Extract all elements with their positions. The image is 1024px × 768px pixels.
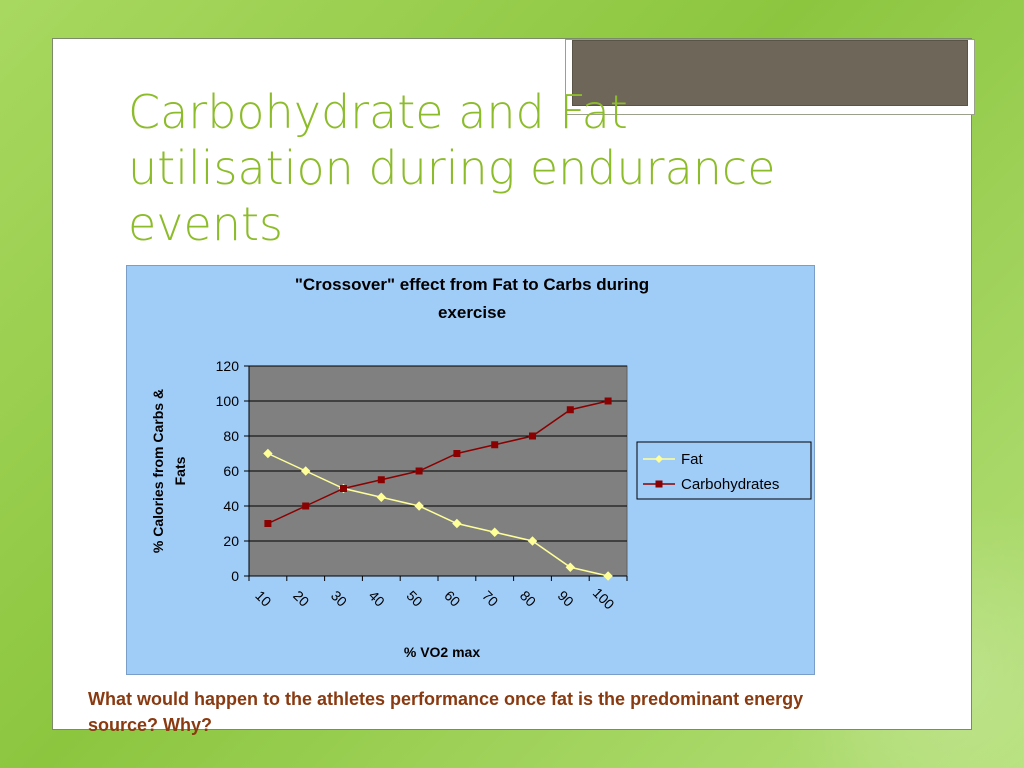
y-axis-label-line-2: Fats [172,456,188,485]
data-point-fat [263,448,273,459]
x-tick-label: 40 [366,587,388,609]
data-point-fat [603,571,613,581]
chart-container: "Crossover" effect from Fat to Carbs dur… [126,265,815,675]
data-point-fat [300,466,311,476]
legend-label-fat: Fat [681,451,704,468]
series-line-carbohydrates [267,400,609,525]
series-line-fat [267,452,609,577]
legend-marker-carbohydrates [655,480,663,488]
chart-title-line-1: "Crossover" effect from Fat to Carbs dur… [295,275,649,294]
data-point-carbohydrates [415,467,423,475]
data-point-carbohydrates [377,476,385,484]
slide-title: Carbohydrate and Fat utilisation during … [128,85,776,251]
data-point-fat [414,501,424,511]
legend-label-carbohydrates: Carbohydrates [681,476,779,493]
data-point-carbohydrates [302,502,310,510]
x-axis-label: % VO2 max [404,644,480,660]
data-point-carbohydrates [491,441,499,449]
data-point-carbohydrates [453,450,461,457]
x-tick-label: 50 [403,587,425,609]
chart-title-line-2: exercise [438,303,506,322]
x-tick-label: 100 [590,585,618,613]
x-tick-label: 90 [555,587,577,609]
x-tick-label: 70 [479,587,501,609]
y-tick-label: 40 [223,498,239,514]
data-point-fat [452,518,462,529]
x-tick-label: 60 [441,587,463,609]
legend-marker-fat [655,455,663,463]
data-point-fat [376,492,387,502]
y-tick-label: 100 [216,393,240,409]
chart-svg: "Crossover" effect from Fat to Carbs dur… [150,275,812,660]
y-tick-label: 20 [223,533,239,549]
y-tick-label: 80 [223,428,239,444]
question-text: What would happen to the athletes perfor… [88,689,804,735]
photo-image [572,40,968,106]
legend-box [636,441,812,500]
x-tick-label: 10 [252,587,274,609]
y-axis-label-line-1: % Calories from Carbs & [150,389,166,553]
data-point-carbohydrates [529,432,536,440]
x-tick-label: 80 [517,587,539,609]
data-point-fat [565,562,576,572]
data-point-carbohydrates [604,397,612,405]
data-point-fat [489,527,500,537]
y-tick-label: 0 [231,568,239,584]
x-tick-label: 20 [290,587,312,609]
x-tick-label: 30 [328,587,350,609]
y-tick-label: 60 [223,463,239,479]
data-point-carbohydrates [340,485,347,492]
data-point-carbohydrates [566,406,574,414]
y-tick-label: 120 [216,358,240,374]
photo-frame [565,39,975,115]
data-point-carbohydrates [264,520,272,527]
data-point-fat [527,536,538,546]
